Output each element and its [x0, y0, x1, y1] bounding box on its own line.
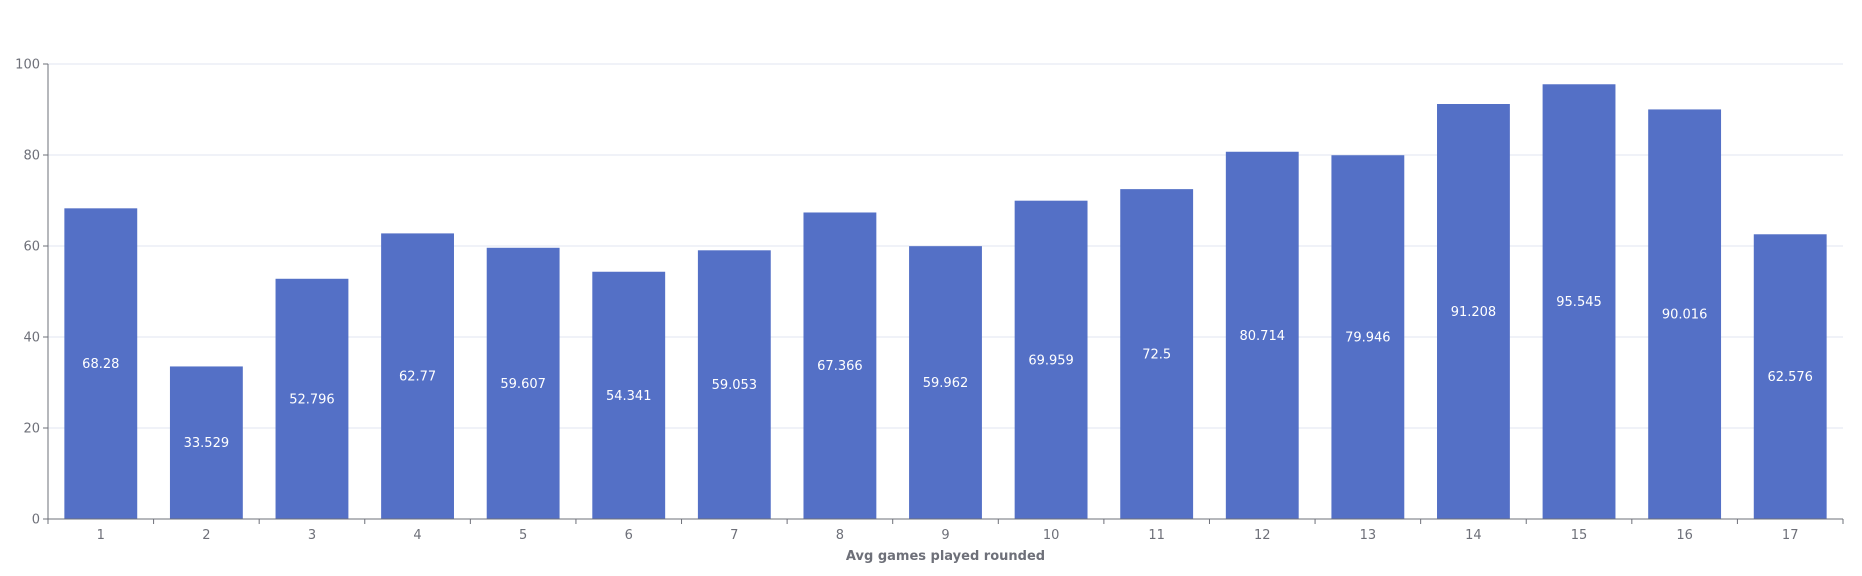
x-tick-label: 7	[730, 528, 738, 543]
bar[interactable]	[381, 233, 454, 520]
bar-value-label: 91.208	[1451, 305, 1497, 320]
bar[interactable]	[1120, 189, 1194, 519]
bar[interactable]	[1225, 151, 1299, 520]
x-tick-label: 2	[202, 528, 210, 543]
x-tick-label: 10	[1043, 528, 1060, 543]
bar-value-label: 68.28	[82, 357, 119, 372]
x-tick-label: 11	[1148, 528, 1165, 543]
bar[interactable]	[1437, 104, 1510, 519]
y-tick-label: 60	[23, 240, 40, 255]
bar[interactable]	[909, 246, 982, 519]
x-tick-label: 17	[1782, 528, 1799, 543]
bar-value-label: 67.366	[817, 359, 863, 374]
bar-value-label: 59.607	[500, 377, 546, 392]
bar[interactable]	[1014, 200, 1088, 519]
bar[interactable]	[1542, 84, 1616, 519]
bar-value-label: 62.576	[1767, 370, 1813, 385]
x-tick-label: 5	[519, 528, 527, 543]
bar-value-label: 52.796	[289, 392, 335, 407]
bar-value-label: 62.77	[399, 370, 436, 385]
bar-value-label: 33.529	[184, 436, 230, 451]
bar[interactable]	[1331, 155, 1405, 519]
bars	[64, 84, 1827, 520]
bar[interactable]	[169, 366, 243, 519]
bar-value-label: 80.714	[1240, 329, 1286, 344]
x-tick-label: 12	[1254, 528, 1271, 543]
x-tick-label: 13	[1360, 528, 1377, 543]
x-tick-label: 14	[1465, 528, 1482, 543]
x-tick-label: 4	[413, 528, 421, 543]
x-tick-label: 16	[1676, 528, 1693, 543]
x-tick-label: 9	[941, 528, 949, 543]
y-tick-label: 20	[23, 422, 40, 437]
bar[interactable]	[1648, 109, 1722, 520]
y-tick-label: 100	[15, 58, 40, 73]
bar-value-label: 59.962	[923, 376, 969, 391]
bar-value-label: 59.053	[712, 378, 758, 393]
bar-value-label: 79.946	[1345, 331, 1391, 346]
axes	[47, 64, 1843, 520]
y-tick-label: 0	[32, 513, 40, 528]
bar[interactable]	[803, 212, 877, 520]
x-tick-label: 6	[625, 528, 633, 543]
bar[interactable]	[64, 208, 138, 520]
bar[interactable]	[592, 271, 666, 519]
bar[interactable]	[275, 278, 349, 519]
x-tick-label: 1	[97, 528, 105, 543]
bar-value-label: 95.545	[1556, 295, 1602, 310]
x-tick-label: 8	[836, 528, 844, 543]
bar[interactable]	[697, 250, 771, 520]
y-tick-label: 80	[23, 149, 40, 164]
bar-value-label: 69.959	[1028, 353, 1074, 368]
y-tick-label: 40	[23, 331, 40, 346]
bar-value-label: 90.016	[1662, 308, 1708, 323]
x-tick-label: 15	[1571, 528, 1588, 543]
y-tick-labels: 0 20 40 60 80 100	[15, 58, 48, 528]
x-axis-title: Avg games played rounded	[846, 549, 1045, 564]
bar[interactable]	[486, 247, 560, 519]
bar-value-label: 54.341	[606, 389, 652, 404]
x-tick-labels: 1 2 3 4 5 6 7 8 9 10 11 12 13 14 15 16 17	[47, 519, 1844, 543]
bar[interactable]	[1753, 234, 1827, 519]
bar-value-labels: 68.28 33.529 52.796 62.77 59.607 54.341 59.053…	[82, 295, 1813, 451]
x-tick-label: 3	[308, 528, 316, 543]
bar-value-label: 72.5	[1142, 348, 1171, 363]
